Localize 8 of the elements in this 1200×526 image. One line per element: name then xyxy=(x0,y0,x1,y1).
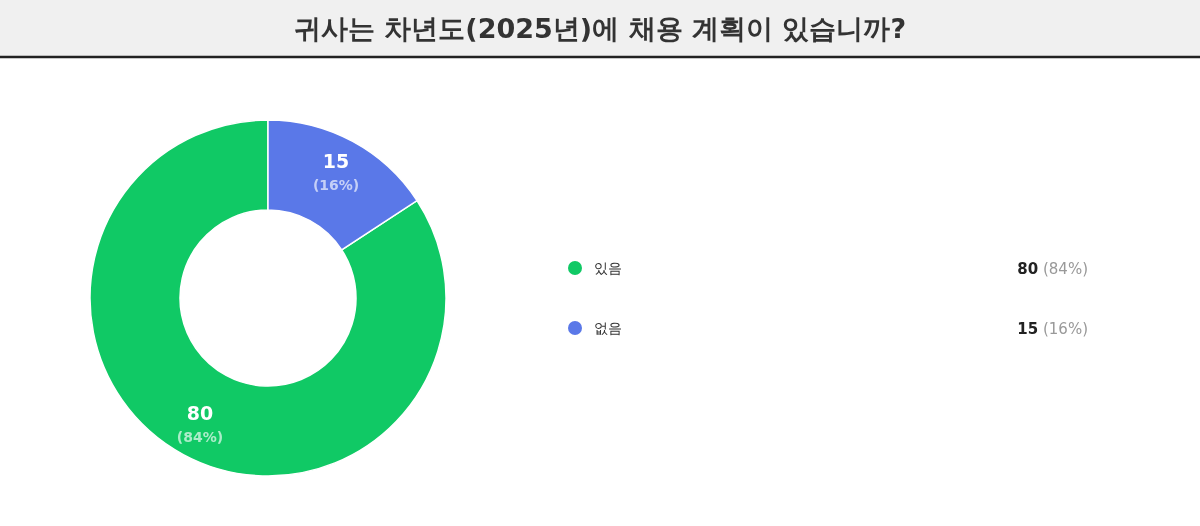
chart-title: 귀사는 차년도(2025년)에 채용 계획이 있습니까? xyxy=(293,13,907,44)
data-label: 15 (16%) xyxy=(312,150,360,194)
data-label: 80 (84%) xyxy=(176,401,224,445)
legend-label: 있음 xyxy=(594,260,622,276)
donut-slice xyxy=(89,119,447,477)
text: 15 (16%) xyxy=(1017,320,1088,338)
text: 80 (84%) xyxy=(1017,260,1088,278)
legend-label: 없음 xyxy=(594,320,622,336)
